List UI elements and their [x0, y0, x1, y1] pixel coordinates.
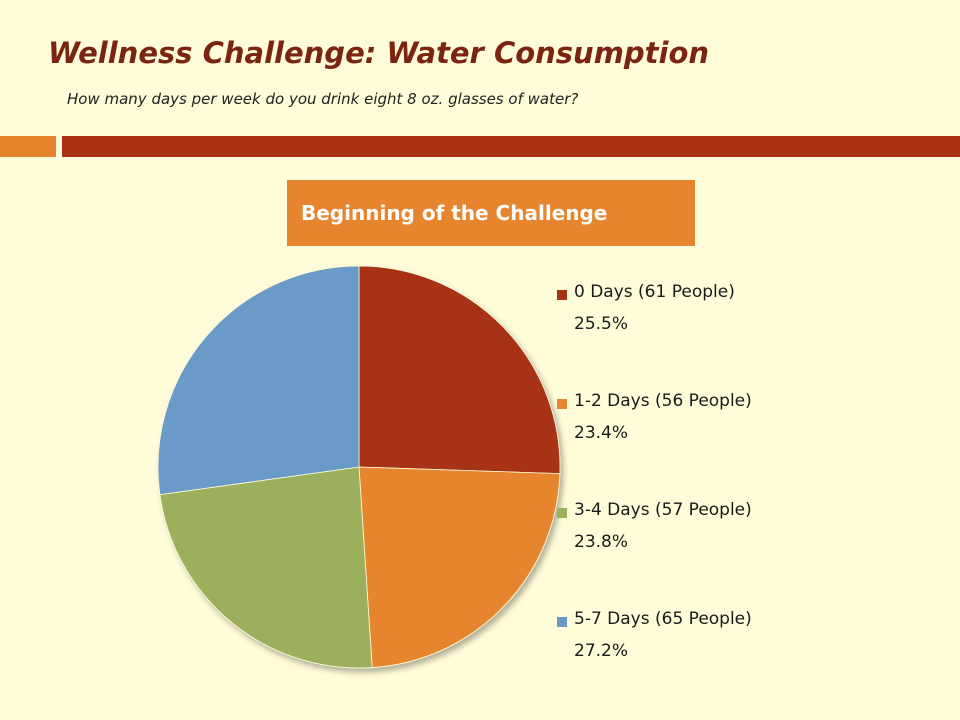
pie-slice-1: [358, 265, 561, 475]
legend-label: 3-4 Days (57 People): [574, 500, 752, 520]
pie-chart: [157, 265, 561, 669]
page-title: Wellness Challenge: Water Consumption: [48, 36, 710, 70]
legend-label: 5-7 Days (65 People): [574, 609, 752, 629]
legend-swatch: [557, 399, 567, 409]
pie-slice-4: [157, 265, 360, 496]
legend-label: 0 Days (61 People): [574, 282, 735, 302]
chart-title-box: Beginning of the Challenge: [287, 180, 695, 246]
accent-bar-orange: [0, 136, 56, 157]
legend-percent: 27.2%: [574, 641, 629, 661]
legend-swatch: [557, 290, 567, 300]
chart-title: Beginning of the Challenge: [301, 201, 608, 225]
legend-swatch: [557, 617, 567, 627]
page-subtitle: How many days per week do you drink eigh…: [67, 90, 579, 108]
legend-swatch: [557, 508, 567, 518]
legend-percent: 23.4%: [574, 423, 629, 443]
legend-percent: 25.5%: [574, 314, 629, 334]
legend-label: 1-2 Days (56 People): [574, 391, 752, 411]
legend-percent: 23.8%: [574, 532, 629, 552]
pie-slice-2: [358, 466, 561, 668]
accent-bar-red: [62, 136, 960, 157]
pie-slice-3: [159, 466, 373, 669]
